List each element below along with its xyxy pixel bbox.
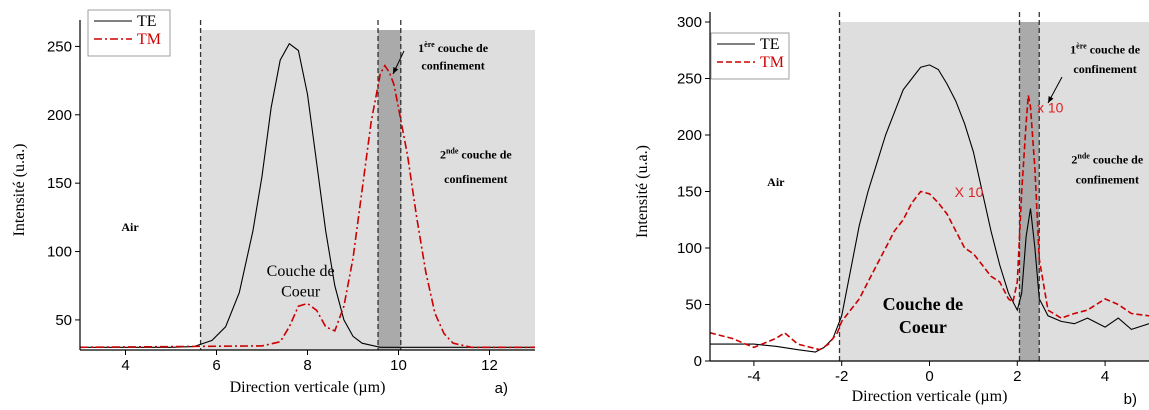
x-tick-label: 8 xyxy=(303,357,311,374)
annotation-superscript: nde xyxy=(446,147,459,156)
x-tick-label: 0 xyxy=(925,368,933,385)
y-tick-label: 50 xyxy=(55,312,72,329)
annotation-text: Coeur xyxy=(281,284,321,301)
annotation-base: 1 xyxy=(418,41,424,55)
x-tick-label: 4 xyxy=(1101,368,1109,385)
y-tick-label: 100 xyxy=(677,240,702,257)
y-tick-label: 0 xyxy=(694,353,702,370)
series-line-te xyxy=(80,42,535,348)
panel-label: b) xyxy=(1124,391,1137,408)
chart-panel-b: -4 -2 0 2 4 0 50 100 150 200 250 300 Direction verti… xyxy=(634,12,1149,408)
annotation-text: confinement xyxy=(421,59,484,73)
annotation-text: 1ère couche de xyxy=(418,40,489,55)
y-tick-label: 250 xyxy=(677,71,702,88)
annotation-superscript: nde xyxy=(1077,151,1090,160)
legend-label-te: TE xyxy=(137,13,157,30)
y-tick-label: 150 xyxy=(677,184,702,201)
annotation-text: 2nde couche de xyxy=(1071,151,1143,166)
x-tick-label: 4 xyxy=(121,357,129,374)
annotation-text: Air xyxy=(121,220,139,234)
x-tick-label: -2 xyxy=(835,368,848,385)
x-tick-label: -4 xyxy=(747,368,760,385)
shaded-region-dark xyxy=(1019,22,1040,361)
pointer-arrow-head xyxy=(393,67,399,74)
y-tick-label: 300 xyxy=(677,14,702,31)
annotation-text: 2nde couche de xyxy=(440,147,512,162)
legend-label-tm: TM xyxy=(760,54,784,71)
y-tick-label: 100 xyxy=(47,244,72,261)
annotation-text: confinement xyxy=(1076,173,1139,187)
series-line-tm xyxy=(80,64,535,349)
annotation-text: Couche de xyxy=(883,294,964,314)
annotation-superscript: ère xyxy=(424,40,435,49)
annotation-rest: couche de xyxy=(1087,43,1141,57)
y-tick-label: 200 xyxy=(47,107,72,124)
annotation-base: 2 xyxy=(1071,152,1077,166)
scale-factor-label: x 10 xyxy=(1037,99,1064,115)
x-tick-label: 12 xyxy=(481,357,498,374)
x-tick-label: 6 xyxy=(212,357,220,374)
annotation-superscript: ère xyxy=(1076,42,1087,51)
shaded-region-light xyxy=(200,30,535,350)
y-tick-label: 200 xyxy=(677,127,702,144)
y-tick-label: 150 xyxy=(47,175,72,192)
x-axis-label: Direction verticale (µm) xyxy=(852,388,1008,405)
annotation-text: Air xyxy=(767,175,785,189)
x-tick-label: 2 xyxy=(1013,368,1021,385)
series-group xyxy=(80,42,535,349)
y-axis-label: Intensité (u.a.) xyxy=(11,144,28,237)
annotation-rest: couche de xyxy=(458,148,512,162)
y-axis-label: Intensité (u.a.) xyxy=(634,145,651,238)
legend-box xyxy=(710,32,790,80)
annotation-rest: couche de xyxy=(1090,152,1144,166)
annotation-base: 2 xyxy=(440,148,446,162)
legend-label-tm: TM xyxy=(137,31,161,48)
x-tick-label: 10 xyxy=(390,357,407,374)
scale-factor-label: X 10 xyxy=(955,184,984,200)
annotation-text: Couche de xyxy=(267,263,335,280)
pointer-arrow-head xyxy=(1048,96,1054,103)
annotation-text: Coeur xyxy=(899,317,947,337)
shaded-region-dark xyxy=(378,30,401,350)
annotation-text: 1ère couche de xyxy=(1070,42,1141,57)
series-line-tm xyxy=(710,95,1149,351)
series-group xyxy=(710,64,1149,353)
annotation-base: 1 xyxy=(1070,43,1076,57)
annotation-rest: couche de xyxy=(435,41,489,55)
x-axis-label: Direction verticale (µm) xyxy=(230,379,386,396)
series-line-te xyxy=(710,64,1149,353)
annotation-text: confinement xyxy=(444,172,507,186)
y-tick-label: 250 xyxy=(47,38,72,55)
annotation-text: confinement xyxy=(1073,62,1136,76)
panel-label: a) xyxy=(495,380,508,397)
y-tick-label: 50 xyxy=(685,297,702,314)
legend-box xyxy=(87,9,171,57)
legend-label-te: TE xyxy=(760,36,780,53)
